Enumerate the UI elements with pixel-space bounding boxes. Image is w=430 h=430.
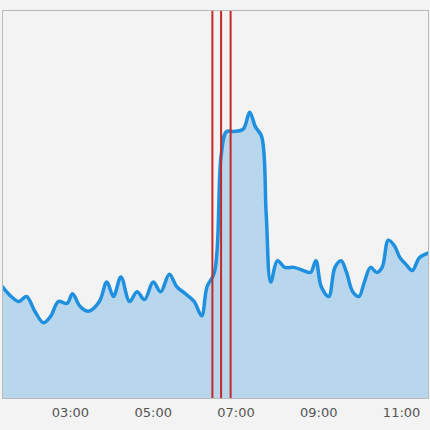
svg-text:11:00: 11:00	[383, 405, 420, 420]
svg-text:03:00: 03:00	[52, 405, 89, 420]
svg-text:09:00: 09:00	[300, 405, 337, 420]
svg-text:05:00: 05:00	[134, 405, 171, 420]
svg-text:07:00: 07:00	[217, 405, 254, 420]
